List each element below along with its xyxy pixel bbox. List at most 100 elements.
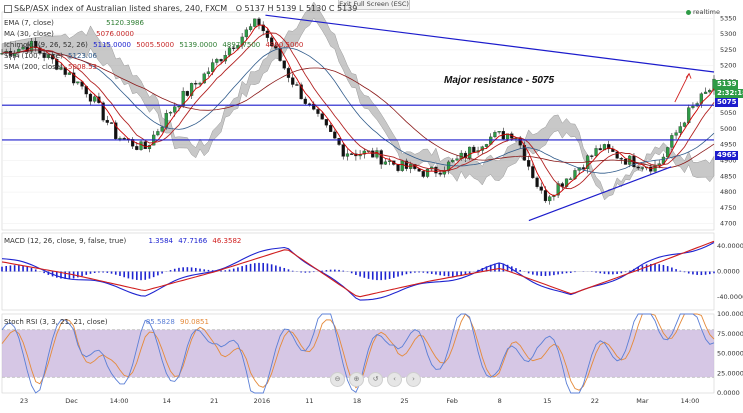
candle-bull xyxy=(468,146,472,159)
candle-bear xyxy=(257,18,261,26)
resistance-price-badge: 5075 xyxy=(715,98,739,107)
reset-icon[interactable]: ↺ xyxy=(368,372,383,387)
candle-bull xyxy=(657,163,661,166)
legend-ichimoku[interactable]: Ichimoku (9, 26, 52, 26) 5115.0000 5005.… xyxy=(4,40,303,50)
candle-bull xyxy=(569,178,573,180)
candle-bear xyxy=(114,122,118,140)
sma-200-line xyxy=(1,49,715,169)
candle-bull xyxy=(118,138,122,140)
candle-bear xyxy=(539,186,543,191)
time-axis-label: 23 xyxy=(20,397,28,405)
price-axis-label: 4750 xyxy=(720,204,737,212)
candle-bear xyxy=(265,30,270,38)
candle-bull xyxy=(67,72,72,75)
time-axis-label: 21 xyxy=(210,397,218,405)
candle-bull xyxy=(21,46,25,50)
current-price-badge: 5139 xyxy=(715,80,739,89)
candle-bull xyxy=(670,135,674,148)
rsi-axis-label: 100.0000 xyxy=(717,310,743,318)
price-pane-frame xyxy=(1,11,715,231)
candle-timer-badge: 2:32:18 xyxy=(715,89,743,98)
candle-bull xyxy=(674,132,678,136)
price-axis-label: 5000 xyxy=(720,125,737,133)
candle-bull xyxy=(202,73,206,84)
ohlc-low: L 5130 xyxy=(298,4,327,13)
candle-bear xyxy=(101,102,105,121)
legend-sma-100[interactable]: SMA (100, close) 5123.06 xyxy=(4,51,97,61)
candle-bear xyxy=(404,160,409,169)
price-axis-label: 5350 xyxy=(720,14,737,22)
legend-sma-200[interactable]: SMA (200, close) 5008.53 xyxy=(4,62,97,72)
legend-ma-value: 5076.0000 xyxy=(96,30,134,38)
candle-bear xyxy=(341,144,345,157)
ascending-trendline xyxy=(528,166,672,222)
candle-bull xyxy=(497,131,501,133)
candle-bull xyxy=(211,62,215,72)
candle-bear xyxy=(590,155,594,157)
time-axis-label: 25 xyxy=(400,397,408,405)
rsi-axis-label: 25.0000 xyxy=(717,369,743,377)
scroll-left-icon[interactable]: ‹ xyxy=(387,372,402,387)
collapse-toggle-icon[interactable] xyxy=(4,4,12,13)
time-axis-label: 8 xyxy=(498,397,502,405)
candle-bull xyxy=(708,89,712,93)
candle-bear xyxy=(316,109,320,114)
price-axis-label: 4800 xyxy=(720,188,737,196)
projection-arrow xyxy=(674,73,690,103)
candle-bear xyxy=(143,141,147,150)
time-axis-label: 15 xyxy=(543,397,551,405)
legend-sma1-label: SMA (100, close) xyxy=(4,52,63,60)
candle-bear xyxy=(307,103,312,105)
chart-navigation-bar: ⊖ ⊕ ↺ ‹ › xyxy=(330,372,421,387)
legend-stoch-rsi-value-1: 85.5828 xyxy=(145,318,175,326)
legend-stoch-rsi[interactable]: Stoch RSI (3, 3, 21, 21, close) 85.5828 … xyxy=(4,317,209,327)
legend-ema-value: 5120.3986 xyxy=(106,19,144,27)
price-axis-label: 5050 xyxy=(720,109,737,117)
legend-ichimoku-value-3: 5139.0000 xyxy=(179,41,218,49)
rsi-axis-label: 0.0000 xyxy=(717,389,740,397)
candle-bear xyxy=(299,84,303,100)
time-axis-label: 14:00 xyxy=(110,397,129,405)
candle-bull xyxy=(362,150,366,155)
candle-bear xyxy=(72,72,76,84)
candle-bull xyxy=(484,144,489,147)
legend-stoch-rsi-value-2: 90.0851 xyxy=(180,318,209,326)
macd-line xyxy=(1,242,715,301)
scroll-right-icon[interactable]: › xyxy=(406,372,421,387)
legend-ma[interactable]: MA (30, close) 5076.0000 xyxy=(4,29,134,39)
ichimoku-cloud-area xyxy=(1,1,715,201)
legend-ichimoku-value-5: 4980.5000 xyxy=(265,41,304,49)
candle-bull xyxy=(198,82,202,85)
candle-bear xyxy=(286,68,291,78)
candle-bull xyxy=(240,36,244,46)
candle-bull xyxy=(160,127,164,132)
candle-bull xyxy=(556,183,560,196)
legend-macd-label: MACD (12, 26, close, 9, false, true) xyxy=(4,237,127,245)
ohlc-open: O 5137 xyxy=(235,4,265,13)
exit-fullscreen-button[interactable]: Exit Full Screen (ESC) xyxy=(338,0,410,10)
candle-bear xyxy=(371,150,375,158)
legend-macd[interactable]: MACD (12, 26, close, 9, false, true) 1.3… xyxy=(4,236,241,246)
axes: 5350530052505200515051005050500049504900… xyxy=(20,14,743,405)
stoch-rsi-k-line xyxy=(1,313,715,394)
candle-bear xyxy=(527,160,531,167)
candle-bull xyxy=(206,71,211,75)
macd-axis-label: 40.0000 xyxy=(717,242,743,250)
chart-title-row: S&P/ASX index of Australian listed share… xyxy=(4,4,357,14)
candle-bear xyxy=(109,122,114,124)
zoom-in-icon[interactable]: ⊕ xyxy=(349,372,364,387)
legend-ichimoku-label: Ichimoku (9, 26, 52, 26) xyxy=(4,41,88,49)
ohlc-close: C 5139 xyxy=(328,4,358,13)
candle-bear xyxy=(623,158,628,165)
zoom-out-icon[interactable]: ⊖ xyxy=(330,372,345,387)
candle-bull xyxy=(253,18,257,27)
price-axis-label: 5250 xyxy=(720,46,737,54)
candle-bear xyxy=(328,125,333,132)
support-price-badge: 4965 xyxy=(715,151,739,160)
ohlc-high: H 5139 xyxy=(267,4,297,13)
legend-ema[interactable]: EMA (7, close) 5120.3986 xyxy=(4,18,144,28)
candle-bull xyxy=(682,122,687,127)
candle-bear xyxy=(274,45,278,49)
